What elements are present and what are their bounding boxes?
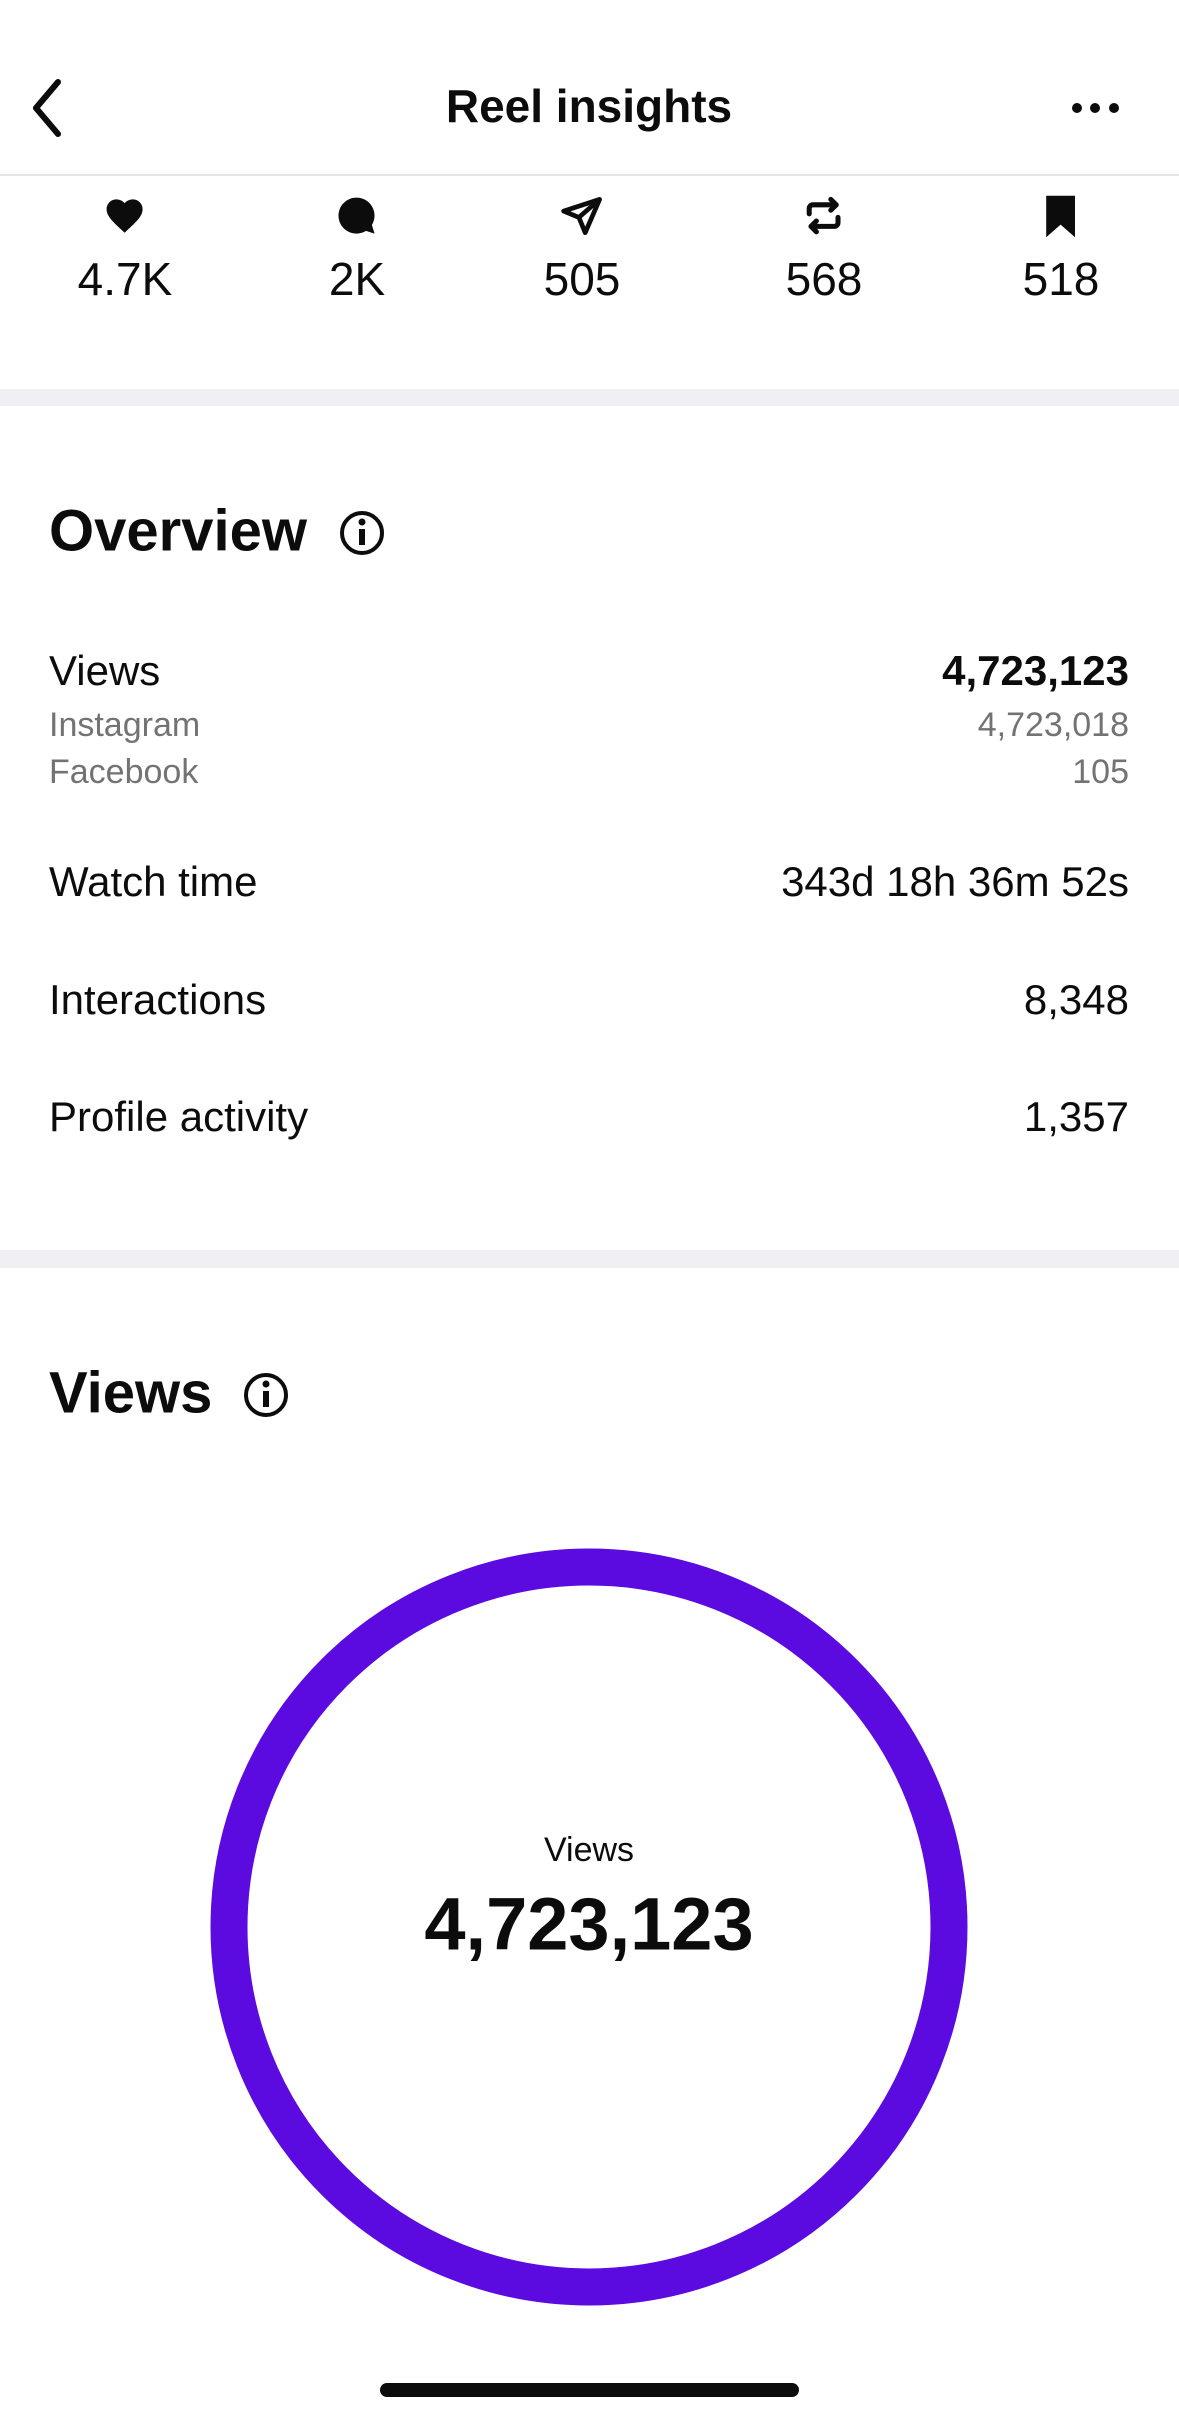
saves-count: 518 xyxy=(1023,253,1100,305)
breakdown-label: Instagram xyxy=(49,706,200,744)
row-label: Profile activity xyxy=(49,1093,308,1140)
row-value: 1,357 xyxy=(1024,1093,1129,1140)
save-icon xyxy=(1046,195,1075,238)
repost-icon xyxy=(806,196,841,235)
breakdown-value: 4,723,018 xyxy=(978,706,1129,744)
row-value: 4,723,123 xyxy=(942,647,1129,694)
more-button[interactable] xyxy=(1072,103,1119,113)
header-title: Reel insights xyxy=(446,80,732,132)
share-icon xyxy=(561,197,602,236)
comments-count: 2K xyxy=(329,253,386,305)
back-button[interactable] xyxy=(33,79,61,137)
breakdown-label: Facebook xyxy=(49,753,199,791)
reposts-count: 568 xyxy=(786,253,863,305)
row-label: Watch time xyxy=(49,858,257,905)
breakdown-value: 105 xyxy=(1072,753,1129,791)
comment-icon xyxy=(338,197,375,234)
views-title: Views xyxy=(49,1360,212,1425)
likes-count: 4.7K xyxy=(78,253,173,305)
section-separator xyxy=(0,389,1179,406)
like-icon xyxy=(106,199,143,233)
section-separator xyxy=(0,1250,1179,1268)
home-indicator xyxy=(380,2383,799,2397)
info-icon[interactable] xyxy=(340,511,384,555)
info-icon[interactable] xyxy=(244,1373,288,1417)
shares-count: 505 xyxy=(544,253,621,305)
views-ring xyxy=(210,1548,968,2306)
overview-title: Overview xyxy=(49,498,308,563)
ring-total: 4,723,123 xyxy=(424,1883,753,1966)
row-value: 343d 18h 36m 52s xyxy=(781,858,1129,905)
row-label: Views xyxy=(49,647,160,694)
ring-label: Views xyxy=(544,1831,634,1869)
row-label: Interactions xyxy=(49,976,266,1023)
row-value: 8,348 xyxy=(1024,976,1129,1023)
